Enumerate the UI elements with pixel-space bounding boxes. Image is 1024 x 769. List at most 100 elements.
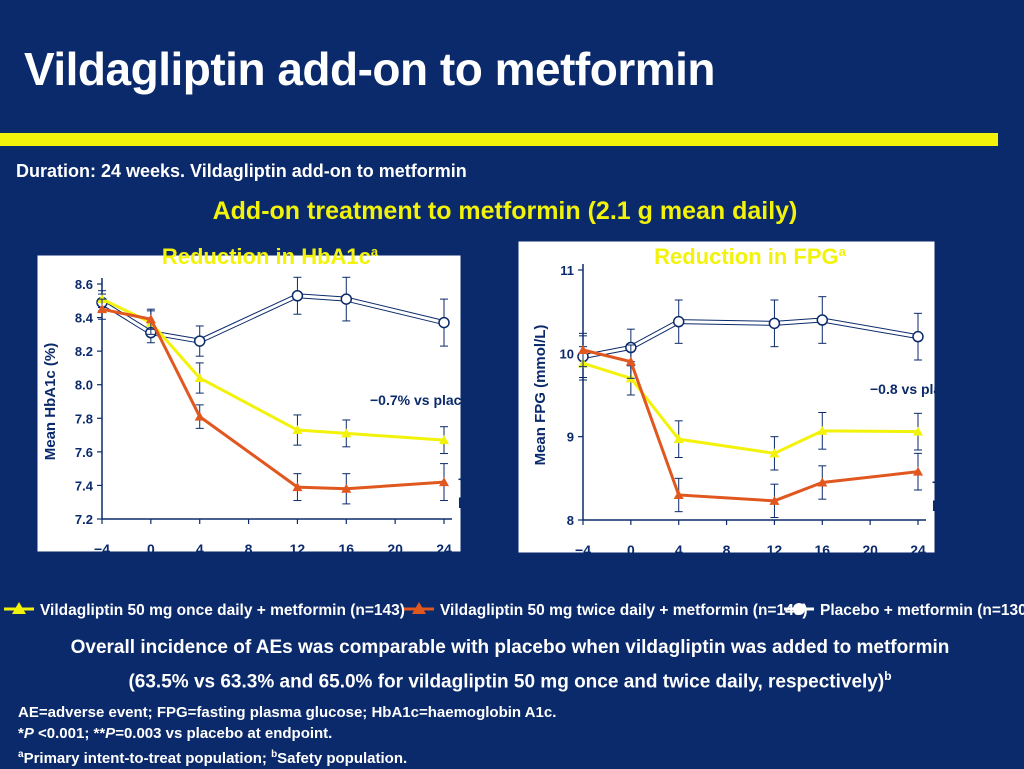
data-point bbox=[292, 482, 303, 492]
y-tick-label: 10 bbox=[560, 346, 574, 361]
y-tick-label: 11 bbox=[560, 263, 574, 278]
plot-background bbox=[518, 241, 935, 553]
ae-summary: Overall incidence of AEs was comparable … bbox=[0, 634, 1020, 696]
data-point bbox=[145, 314, 156, 324]
y-tick-label: 7.4 bbox=[75, 478, 94, 493]
series-line bbox=[101, 294, 445, 343]
annotation: −0.7% vs placebo* bbox=[370, 392, 492, 408]
legend-item: Vildagliptin 50 mg twice daily + metform… bbox=[404, 602, 808, 619]
legend-item: Placebo + metformin (n=130) bbox=[784, 602, 1024, 619]
data-point bbox=[438, 316, 450, 329]
x-tick-label: 16 bbox=[814, 542, 830, 558]
y-axis-label: Mean FPG (mmol/L) bbox=[532, 325, 549, 466]
series-line bbox=[101, 307, 445, 491]
footnote-abbreviations: AE=adverse event; FPG=fasting plasma glu… bbox=[18, 704, 557, 721]
data-point bbox=[439, 435, 449, 445]
y-tick-label: 8 bbox=[567, 513, 574, 528]
data-point bbox=[673, 490, 684, 499]
ae-summary-line-2: (63.5% vs 63.3% and 65.0% for vildaglipt… bbox=[0, 662, 1020, 696]
series-line bbox=[582, 361, 919, 455]
y-tick-label: 8.2 bbox=[75, 344, 93, 359]
x-tick-label: 4 bbox=[675, 542, 683, 558]
x-tick-label: 12 bbox=[290, 541, 306, 557]
data-point bbox=[817, 425, 828, 435]
duration-text: Duration: 24 weeks. Vildagliptin add-on … bbox=[16, 161, 467, 181]
footnote-sup-b: b bbox=[271, 749, 278, 760]
chart-title: Reduction in HbA1ca bbox=[162, 244, 379, 269]
data-point bbox=[913, 426, 923, 436]
slide-title: Vildagliptin add-on to metformin bbox=[24, 43, 716, 95]
x-tick-label: −4 bbox=[94, 541, 110, 557]
data-point bbox=[291, 290, 304, 302]
x-tick-label: 8 bbox=[245, 541, 253, 557]
x-tick-label: 16 bbox=[338, 541, 354, 557]
x-tick-label: 24 bbox=[910, 542, 926, 558]
data-point bbox=[194, 411, 205, 421]
ae-summary-line-2-text: (63.5% vs 63.3% and 65.0% for vildaglipt… bbox=[128, 671, 885, 693]
data-point bbox=[912, 330, 924, 343]
footnote-pop-a: Primary intent-to-treat population; bbox=[23, 750, 272, 767]
y-tick-label: 8.4 bbox=[75, 311, 94, 326]
series-line bbox=[582, 348, 919, 503]
data-point bbox=[193, 335, 206, 347]
annotation-line: placebo* bbox=[932, 495, 991, 511]
chart-1: Reduction in HbA1ca 7.2 7.4 7.6 7.8 8.0 8.2 8.4… bbox=[37, 244, 518, 580]
data-point bbox=[194, 373, 205, 382]
footnote-p1: P bbox=[23, 725, 34, 742]
footnote-p-values: *P <0.001; **P=0.003 vs placebo at endpo… bbox=[18, 723, 556, 744]
legend-label: Placebo + metformin (n=130) bbox=[820, 602, 1024, 619]
data-point bbox=[673, 434, 684, 444]
chart-title: Reduction in FPGa bbox=[654, 244, 847, 269]
chart-2: Reduction in FPGa 8 9 10 11 −4 0 4 8 12 16 20 24 Time… bbox=[518, 241, 991, 581]
footnotes: AE=adverse event; FPG=fasting plasma glu… bbox=[18, 702, 556, 769]
data-point bbox=[341, 428, 352, 438]
legend-marker bbox=[793, 603, 805, 615]
annotation-line: −0.7% vs placebo* bbox=[370, 392, 492, 408]
annotation-line: placebo* bbox=[458, 492, 517, 508]
x-tick-label: 20 bbox=[862, 542, 878, 558]
annotation-line: −1.1% vs bbox=[458, 471, 518, 487]
x-tick-label: 12 bbox=[767, 542, 783, 558]
footnote-p2: P bbox=[105, 725, 116, 742]
legend: Vildagliptin 50 mg once daily + metformi… bbox=[4, 602, 1024, 619]
data-point bbox=[817, 477, 828, 487]
x-tick-label: −4 bbox=[575, 542, 591, 558]
data-point bbox=[768, 317, 781, 330]
annotation: −1.7 vs placebo* bbox=[932, 474, 991, 511]
legend-marker bbox=[12, 602, 26, 614]
legend-label: Vildagliptin 50 mg twice daily + metform… bbox=[440, 602, 808, 619]
x-tick-label: 24 bbox=[436, 541, 452, 557]
chart-title-sup: a bbox=[371, 244, 379, 259]
x-tick-label: 20 bbox=[387, 541, 403, 557]
data-point bbox=[578, 345, 588, 354]
annotation-line: −1.7 vs bbox=[932, 474, 979, 490]
x-axis-label: Time (weeks) bbox=[704, 564, 798, 581]
footnote-pop-b: Safety population. bbox=[277, 750, 408, 767]
data-point bbox=[816, 314, 829, 326]
x-tick-label: 0 bbox=[627, 542, 635, 558]
y-tick-label: 7.6 bbox=[75, 445, 93, 460]
legend-label: Vildagliptin 50 mg once daily + metformi… bbox=[40, 602, 405, 619]
data-point bbox=[97, 304, 107, 314]
series-line bbox=[582, 318, 919, 359]
data-point bbox=[340, 293, 353, 305]
y-tick-label: 7.2 bbox=[75, 512, 93, 527]
data-point bbox=[439, 477, 449, 487]
data-point bbox=[672, 315, 685, 328]
annotation: −0.8 vs placebo** bbox=[870, 381, 985, 397]
series-3 bbox=[578, 332, 923, 518]
data-point bbox=[341, 483, 352, 493]
ae-summary-sup: b bbox=[884, 669, 892, 683]
title-divider bbox=[0, 133, 998, 146]
y-tick-label: 8.6 bbox=[75, 277, 93, 292]
x-axis-label: Time (weeks) bbox=[226, 563, 320, 580]
y-tick-label: 8.0 bbox=[75, 378, 93, 393]
x-tick-label: 8 bbox=[723, 542, 731, 558]
annotation-line: −0.8 vs placebo** bbox=[870, 381, 985, 397]
data-point bbox=[913, 466, 923, 476]
data-point bbox=[625, 356, 636, 366]
data-point bbox=[292, 425, 303, 435]
x-tick-label: 4 bbox=[196, 541, 204, 557]
footnote-star: * bbox=[18, 725, 24, 742]
